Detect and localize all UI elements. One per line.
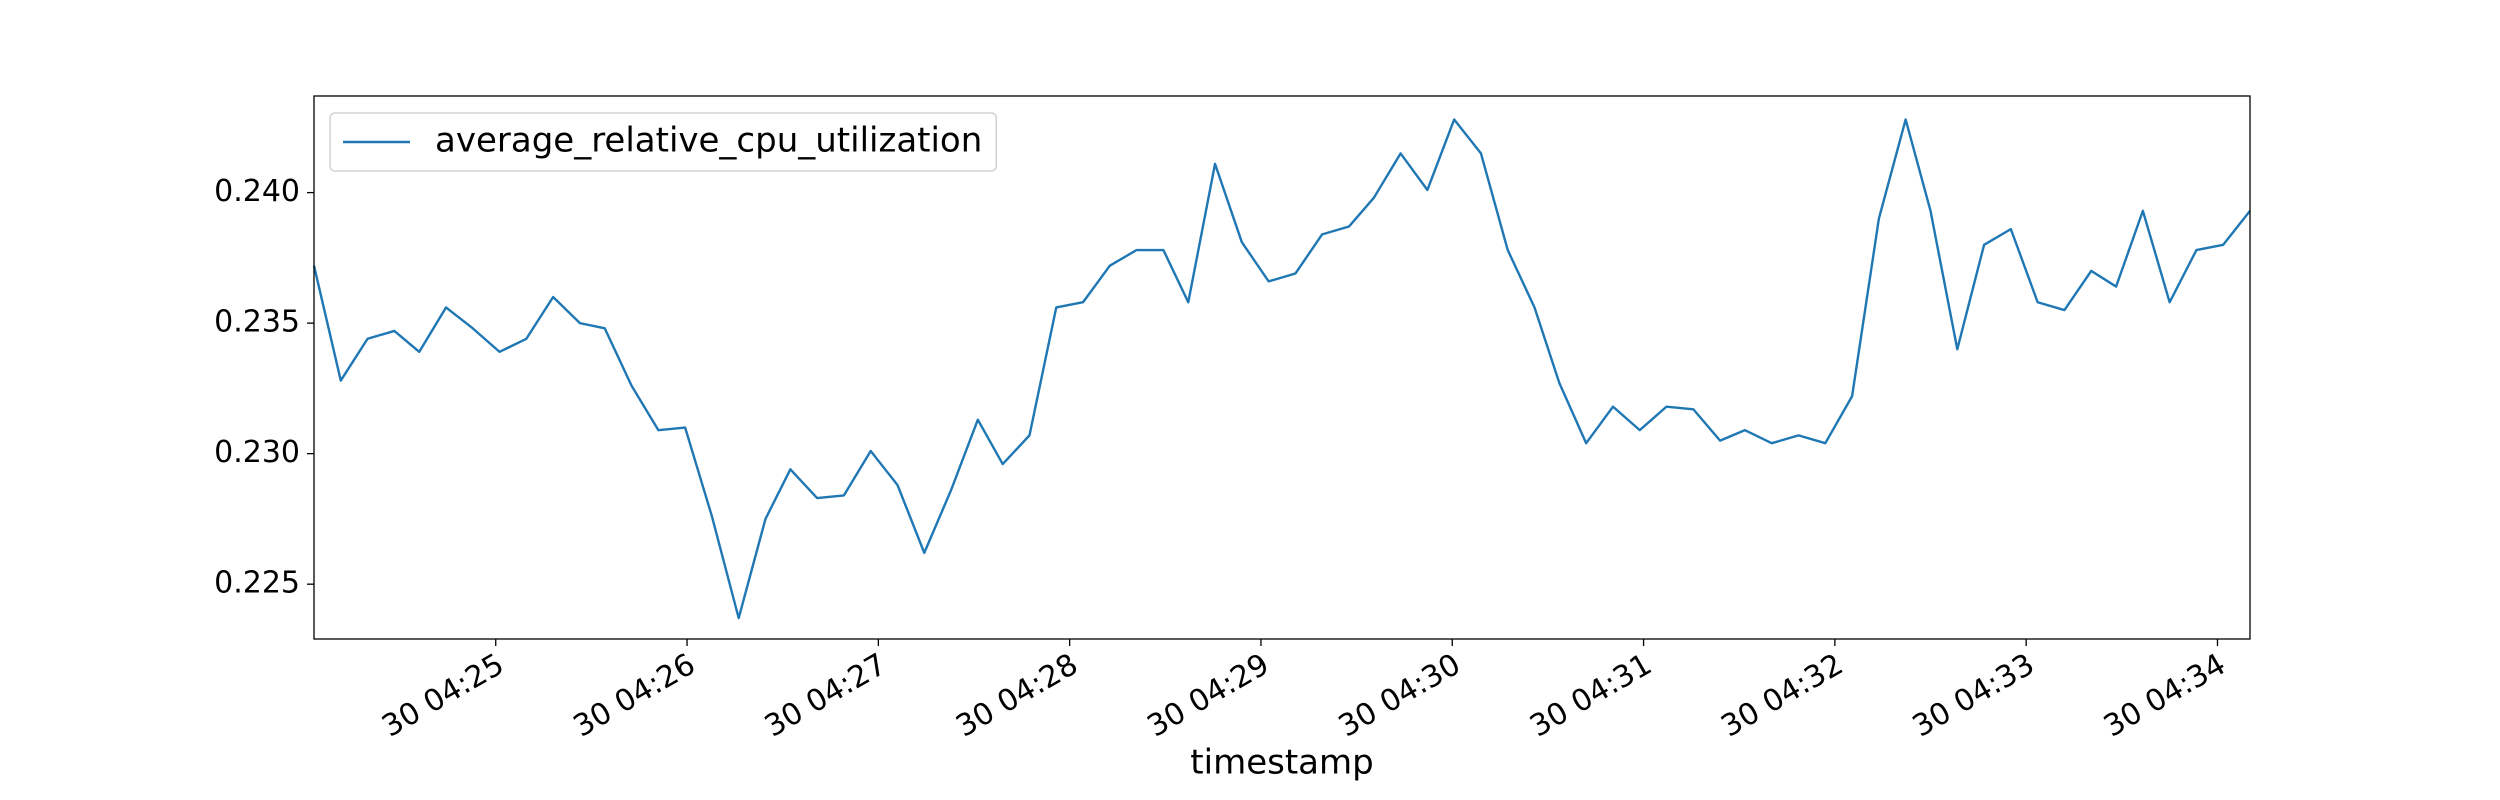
x-tick-label: 30 04:26 (568, 647, 702, 744)
y-tick-label: 0.240 (214, 174, 300, 209)
y-tick-label: 0.225 (214, 566, 300, 601)
y-tick-label: 0.230 (214, 435, 300, 470)
x-tick-label: 30 04:25 (376, 647, 510, 744)
x-tick-label: 30 04:33 (1907, 647, 2041, 744)
legend-label: average_relative_cpu_utilization (435, 121, 982, 161)
y-tick-label: 0.235 (214, 305, 300, 340)
x-tick-label: 30 04:32 (1715, 647, 1849, 744)
x-tick-label: 30 04:31 (1524, 647, 1658, 744)
legend: average_relative_cpu_utilization (329, 112, 997, 172)
plot-frame (313, 95, 2251, 640)
x-tick-label: 30 04:27 (759, 647, 893, 744)
legend-box (329, 112, 997, 172)
x-tick-label: 30 04:29 (1142, 647, 1276, 744)
x-axis-label: timestamp (1190, 743, 1373, 783)
series-line (312, 118, 2251, 620)
x-tick-label: 30 04:30 (1333, 647, 1467, 744)
x-tick-label: 30 04:28 (950, 647, 1084, 744)
x-tick-label: 30 04:34 (2098, 647, 2232, 744)
